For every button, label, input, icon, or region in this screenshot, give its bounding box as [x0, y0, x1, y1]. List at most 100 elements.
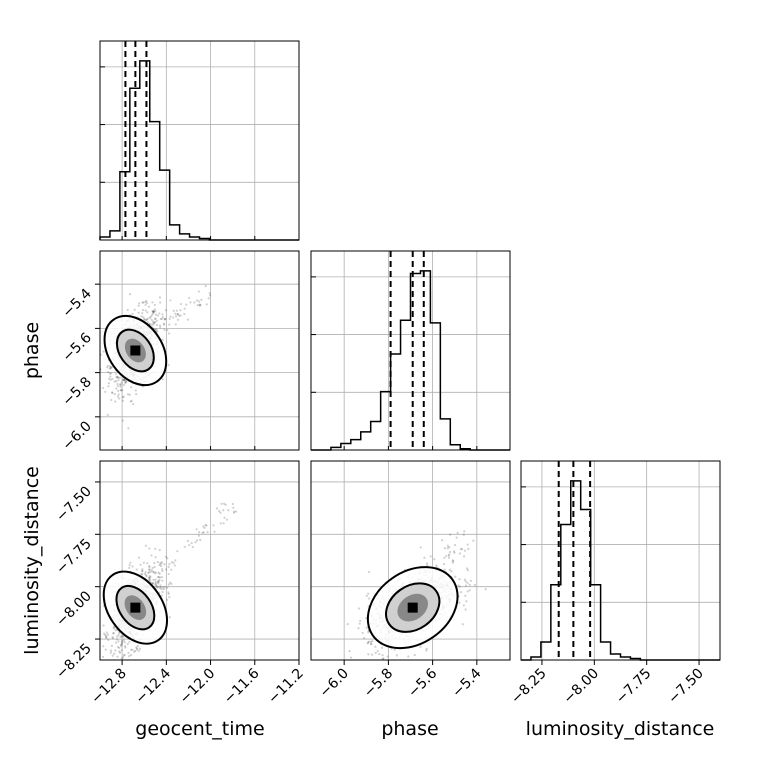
tail-point	[466, 543, 469, 546]
tail-point	[168, 323, 171, 326]
sample-point	[152, 582, 155, 585]
sample-point	[123, 653, 126, 656]
sample-point	[161, 586, 165, 589]
sample-point	[413, 653, 416, 657]
sample-point	[114, 629, 117, 632]
sample-point	[395, 654, 398, 657]
tail-point	[168, 317, 171, 320]
sample-point	[107, 385, 110, 388]
sample-point	[159, 564, 163, 568]
sample-point	[464, 608, 467, 611]
tail-point	[155, 324, 159, 327]
tail-point	[205, 524, 208, 527]
tail-point	[232, 506, 235, 509]
tail-point	[176, 318, 180, 322]
sample-point	[135, 646, 138, 649]
sample-point	[161, 590, 164, 594]
sample-point	[111, 377, 114, 380]
sample-point	[112, 632, 115, 635]
tail-point	[224, 503, 227, 506]
scatter-points	[100, 284, 212, 430]
sample-point	[463, 578, 467, 581]
sample-point	[158, 296, 162, 299]
sample-point	[120, 643, 123, 646]
tail-point	[203, 526, 206, 530]
tail-point	[446, 544, 449, 547]
sample-point	[153, 321, 156, 325]
panel-frame-2-2	[520, 460, 721, 661]
sample-point	[457, 584, 460, 587]
sample-point	[168, 616, 171, 619]
panel-grid-1-1	[311, 251, 510, 450]
sample-point	[141, 301, 144, 304]
tail-point	[167, 572, 170, 576]
tail-point	[222, 522, 225, 525]
sample-point	[150, 554, 153, 557]
x-tick-label: −12.4	[133, 665, 175, 707]
sample-point	[140, 573, 143, 576]
x-tick-label: −5.4	[449, 665, 484, 700]
sample-point	[426, 564, 429, 567]
x-tick-label: −6.0	[317, 666, 352, 701]
sample-point	[131, 402, 135, 406]
sample-point	[156, 314, 159, 317]
sample-point	[119, 388, 122, 392]
sample-point	[136, 644, 139, 648]
sample-point	[115, 376, 118, 379]
sample-point	[134, 649, 137, 653]
sample-point	[144, 574, 148, 577]
histogram-phase	[311, 251, 510, 451]
x-tick-label: −11.6	[221, 665, 263, 707]
sample-point	[143, 572, 146, 576]
sample-point	[466, 569, 470, 572]
tail-point	[190, 542, 193, 545]
sample-point	[367, 640, 370, 643]
sample-point	[348, 650, 351, 653]
tail-point	[452, 550, 456, 553]
panel-frame-1-1	[310, 250, 511, 451]
tail-point	[209, 294, 212, 297]
tail-point	[183, 545, 186, 548]
sample-point	[145, 575, 148, 578]
tail-point	[447, 554, 450, 557]
sample-point	[370, 643, 373, 646]
sample-point	[466, 590, 469, 593]
contour-inner	[115, 328, 155, 373]
sample-point	[101, 655, 105, 658]
sample-point	[357, 627, 360, 630]
sample-point	[116, 385, 120, 388]
sample-point	[154, 571, 157, 574]
sample-point	[157, 575, 160, 579]
sample-point	[111, 654, 114, 657]
sample-point	[137, 649, 141, 652]
sample-point	[144, 571, 147, 574]
sample-point	[136, 648, 139, 651]
tail-point	[213, 530, 216, 533]
tail-point	[158, 312, 161, 315]
sample-point	[468, 583, 471, 587]
sample-point	[458, 578, 461, 581]
sample-point	[124, 381, 127, 384]
tail-point	[170, 561, 173, 564]
scatter-points	[100, 502, 238, 660]
sample-point	[374, 651, 377, 655]
y-tick-label: −7.50	[53, 483, 95, 525]
sample-point	[153, 561, 156, 565]
sample-point	[361, 631, 364, 635]
sample-point	[152, 570, 155, 573]
sample-point	[123, 654, 126, 657]
tail-point	[445, 554, 448, 558]
x-axis-label-geocent_time: geocent_time	[135, 718, 264, 740]
sample-point	[119, 383, 122, 386]
sample-point	[170, 582, 173, 586]
sample-point	[148, 547, 151, 550]
sample-point	[378, 652, 381, 656]
sample-point	[135, 568, 138, 571]
tail-point	[462, 555, 466, 558]
sample-point	[121, 635, 124, 638]
tail-point	[179, 314, 182, 317]
tail-point	[174, 315, 178, 318]
sample-point	[154, 583, 157, 586]
contour-inner	[385, 582, 441, 633]
sample-point	[162, 322, 165, 325]
